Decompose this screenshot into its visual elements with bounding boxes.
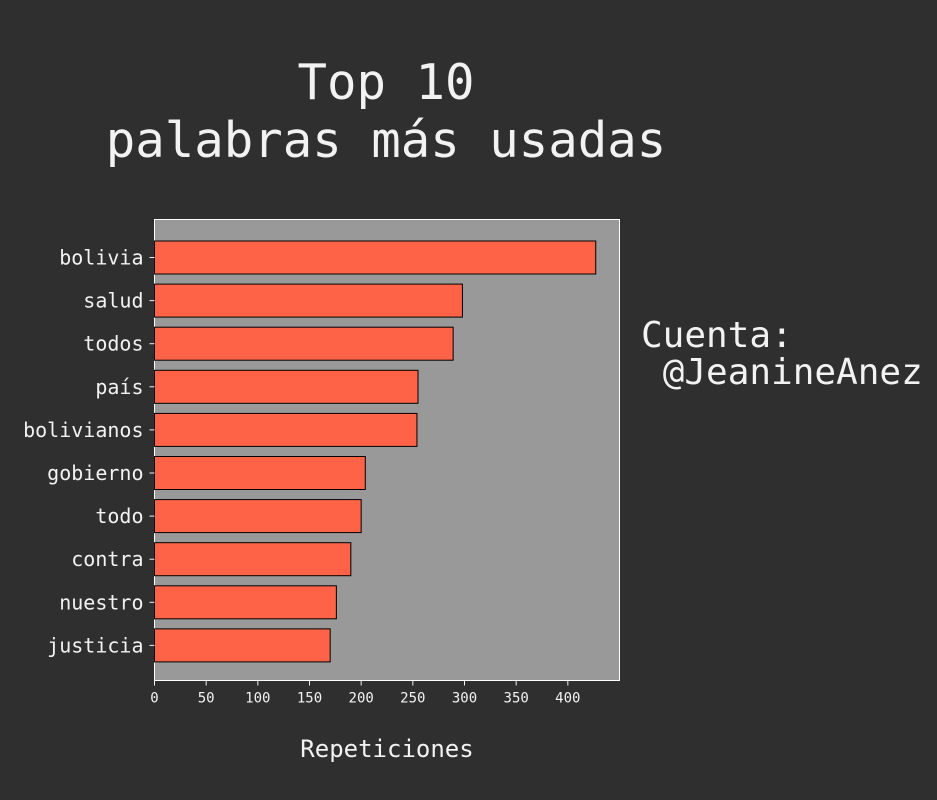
bar-todos: [155, 327, 454, 360]
y-axis-ticks: bolivia salud todos país bolivianos gobierno t…: [23, 246, 154, 658]
x-tick-label: 350: [504, 691, 529, 707]
y-tick-label: justicia: [47, 633, 143, 657]
y-tick-label: bolivia: [59, 246, 143, 270]
bar-gobierno: [155, 457, 366, 490]
x-tick-label: 150: [297, 691, 322, 707]
account-label: Cuenta:: [641, 316, 793, 356]
bar-justicia: [155, 629, 331, 662]
account-handle: @JeanineAnez: [641, 353, 923, 393]
x-axis-ticks: 0 50 100 150 200 250 300 350 400: [150, 681, 580, 707]
x-tick-label: 300: [452, 691, 477, 707]
x-tick-label: 100: [245, 691, 270, 707]
x-tick-label: 50: [198, 691, 215, 707]
y-tick-label: todo: [95, 504, 143, 528]
y-tick-label: bolivianos: [23, 418, 143, 442]
bar-país: [155, 370, 419, 403]
x-tick-label: 200: [349, 691, 374, 707]
x-tick-label: 250: [400, 691, 425, 707]
x-tick-label: 0: [150, 691, 158, 707]
y-tick-label: gobierno: [47, 461, 143, 485]
bar-todo: [155, 500, 362, 533]
x-axis-label: Repeticiones: [300, 735, 473, 763]
y-tick-label: país: [95, 375, 143, 399]
bar-contra: [155, 543, 351, 576]
y-tick-label: nuestro: [59, 590, 143, 614]
bar-salud: [155, 284, 463, 317]
account-handle-text: @JeanineAnez: [663, 352, 923, 393]
y-tick-label: contra: [71, 547, 143, 571]
bar-bolivianos: [155, 413, 417, 446]
bar-nuestro: [155, 586, 337, 619]
bar-bolivia: [155, 241, 596, 274]
y-tick-label: salud: [83, 289, 143, 313]
y-tick-label: todos: [83, 332, 143, 356]
x-tick-label: 400: [555, 691, 580, 707]
